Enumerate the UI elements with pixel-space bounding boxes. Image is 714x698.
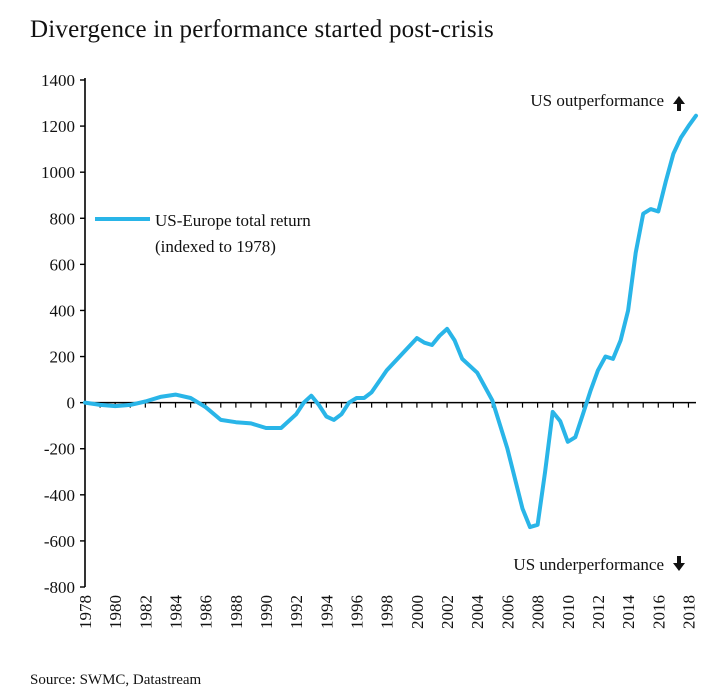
arrow-down-icon (673, 556, 685, 571)
y-axis-ticks: 1400 1200 1000 800 600 400 200 0 -200 -400 -600 -80… (41, 71, 85, 597)
x-tick-label: 2014 (619, 595, 638, 630)
x-tick-label: 1980 (106, 595, 125, 629)
x-tick-label: 1994 (317, 595, 336, 630)
legend: US-Europe total return (indexed to 1978) (95, 211, 311, 256)
x-tick-label: 2016 (649, 595, 668, 629)
x-tick-label: 2008 (529, 595, 548, 629)
chart-title: Divergence in performance started post-c… (30, 16, 494, 43)
x-axis-ticks: 1978 1980 1982 1984 1986 1988 1990 1992 1994 1996… (76, 402, 698, 630)
y-tick-label: 200 (50, 348, 76, 367)
x-tick-label: 2010 (559, 595, 578, 629)
y-tick-label: -200 (44, 440, 75, 459)
x-tick-label: 1982 (136, 595, 155, 629)
x-tick-label: 2002 (438, 595, 457, 629)
source-note: Source: SWMC, Datastream (30, 672, 202, 688)
legend-label: US-Europe total return (155, 211, 311, 230)
y-tick-label: -400 (44, 486, 75, 505)
legend-label: (indexed to 1978) (155, 237, 276, 256)
x-tick-label: 1992 (287, 595, 306, 629)
y-tick-label: 800 (50, 209, 76, 228)
x-tick-label: 1978 (76, 595, 95, 629)
y-tick-label: 600 (50, 255, 76, 274)
y-tick-label: 1000 (41, 163, 75, 182)
y-tick-label: 400 (50, 301, 76, 320)
arrow-up-icon (673, 96, 685, 111)
series-line (83, 113, 698, 530)
y-tick-label: 0 (67, 394, 76, 413)
x-tick-label: 1998 (378, 595, 397, 629)
x-tick-label: 2018 (679, 595, 698, 629)
annotation-underperformance: US underperformance (513, 555, 664, 574)
y-tick-label: -600 (44, 532, 75, 551)
x-tick-label: 1986 (197, 595, 216, 629)
x-tick-label: 1988 (227, 595, 246, 629)
x-tick-label: 1996 (348, 595, 367, 629)
series-layer (83, 113, 698, 530)
x-tick-label: 2012 (589, 595, 608, 629)
y-tick-label: -800 (44, 578, 75, 597)
axes (84, 78, 696, 587)
x-tick-label: 2004 (468, 595, 487, 630)
annotations: US outperformance US underperformance (513, 91, 685, 574)
x-tick-label: 2000 (408, 595, 427, 629)
y-tick-label: 1200 (41, 117, 75, 136)
x-tick-label: 1984 (167, 595, 186, 630)
x-tick-label: 2006 (498, 595, 517, 629)
annotation-outperformance: US outperformance (530, 91, 664, 110)
x-tick-label: 1990 (257, 595, 276, 629)
y-tick-label: 1400 (41, 71, 75, 90)
